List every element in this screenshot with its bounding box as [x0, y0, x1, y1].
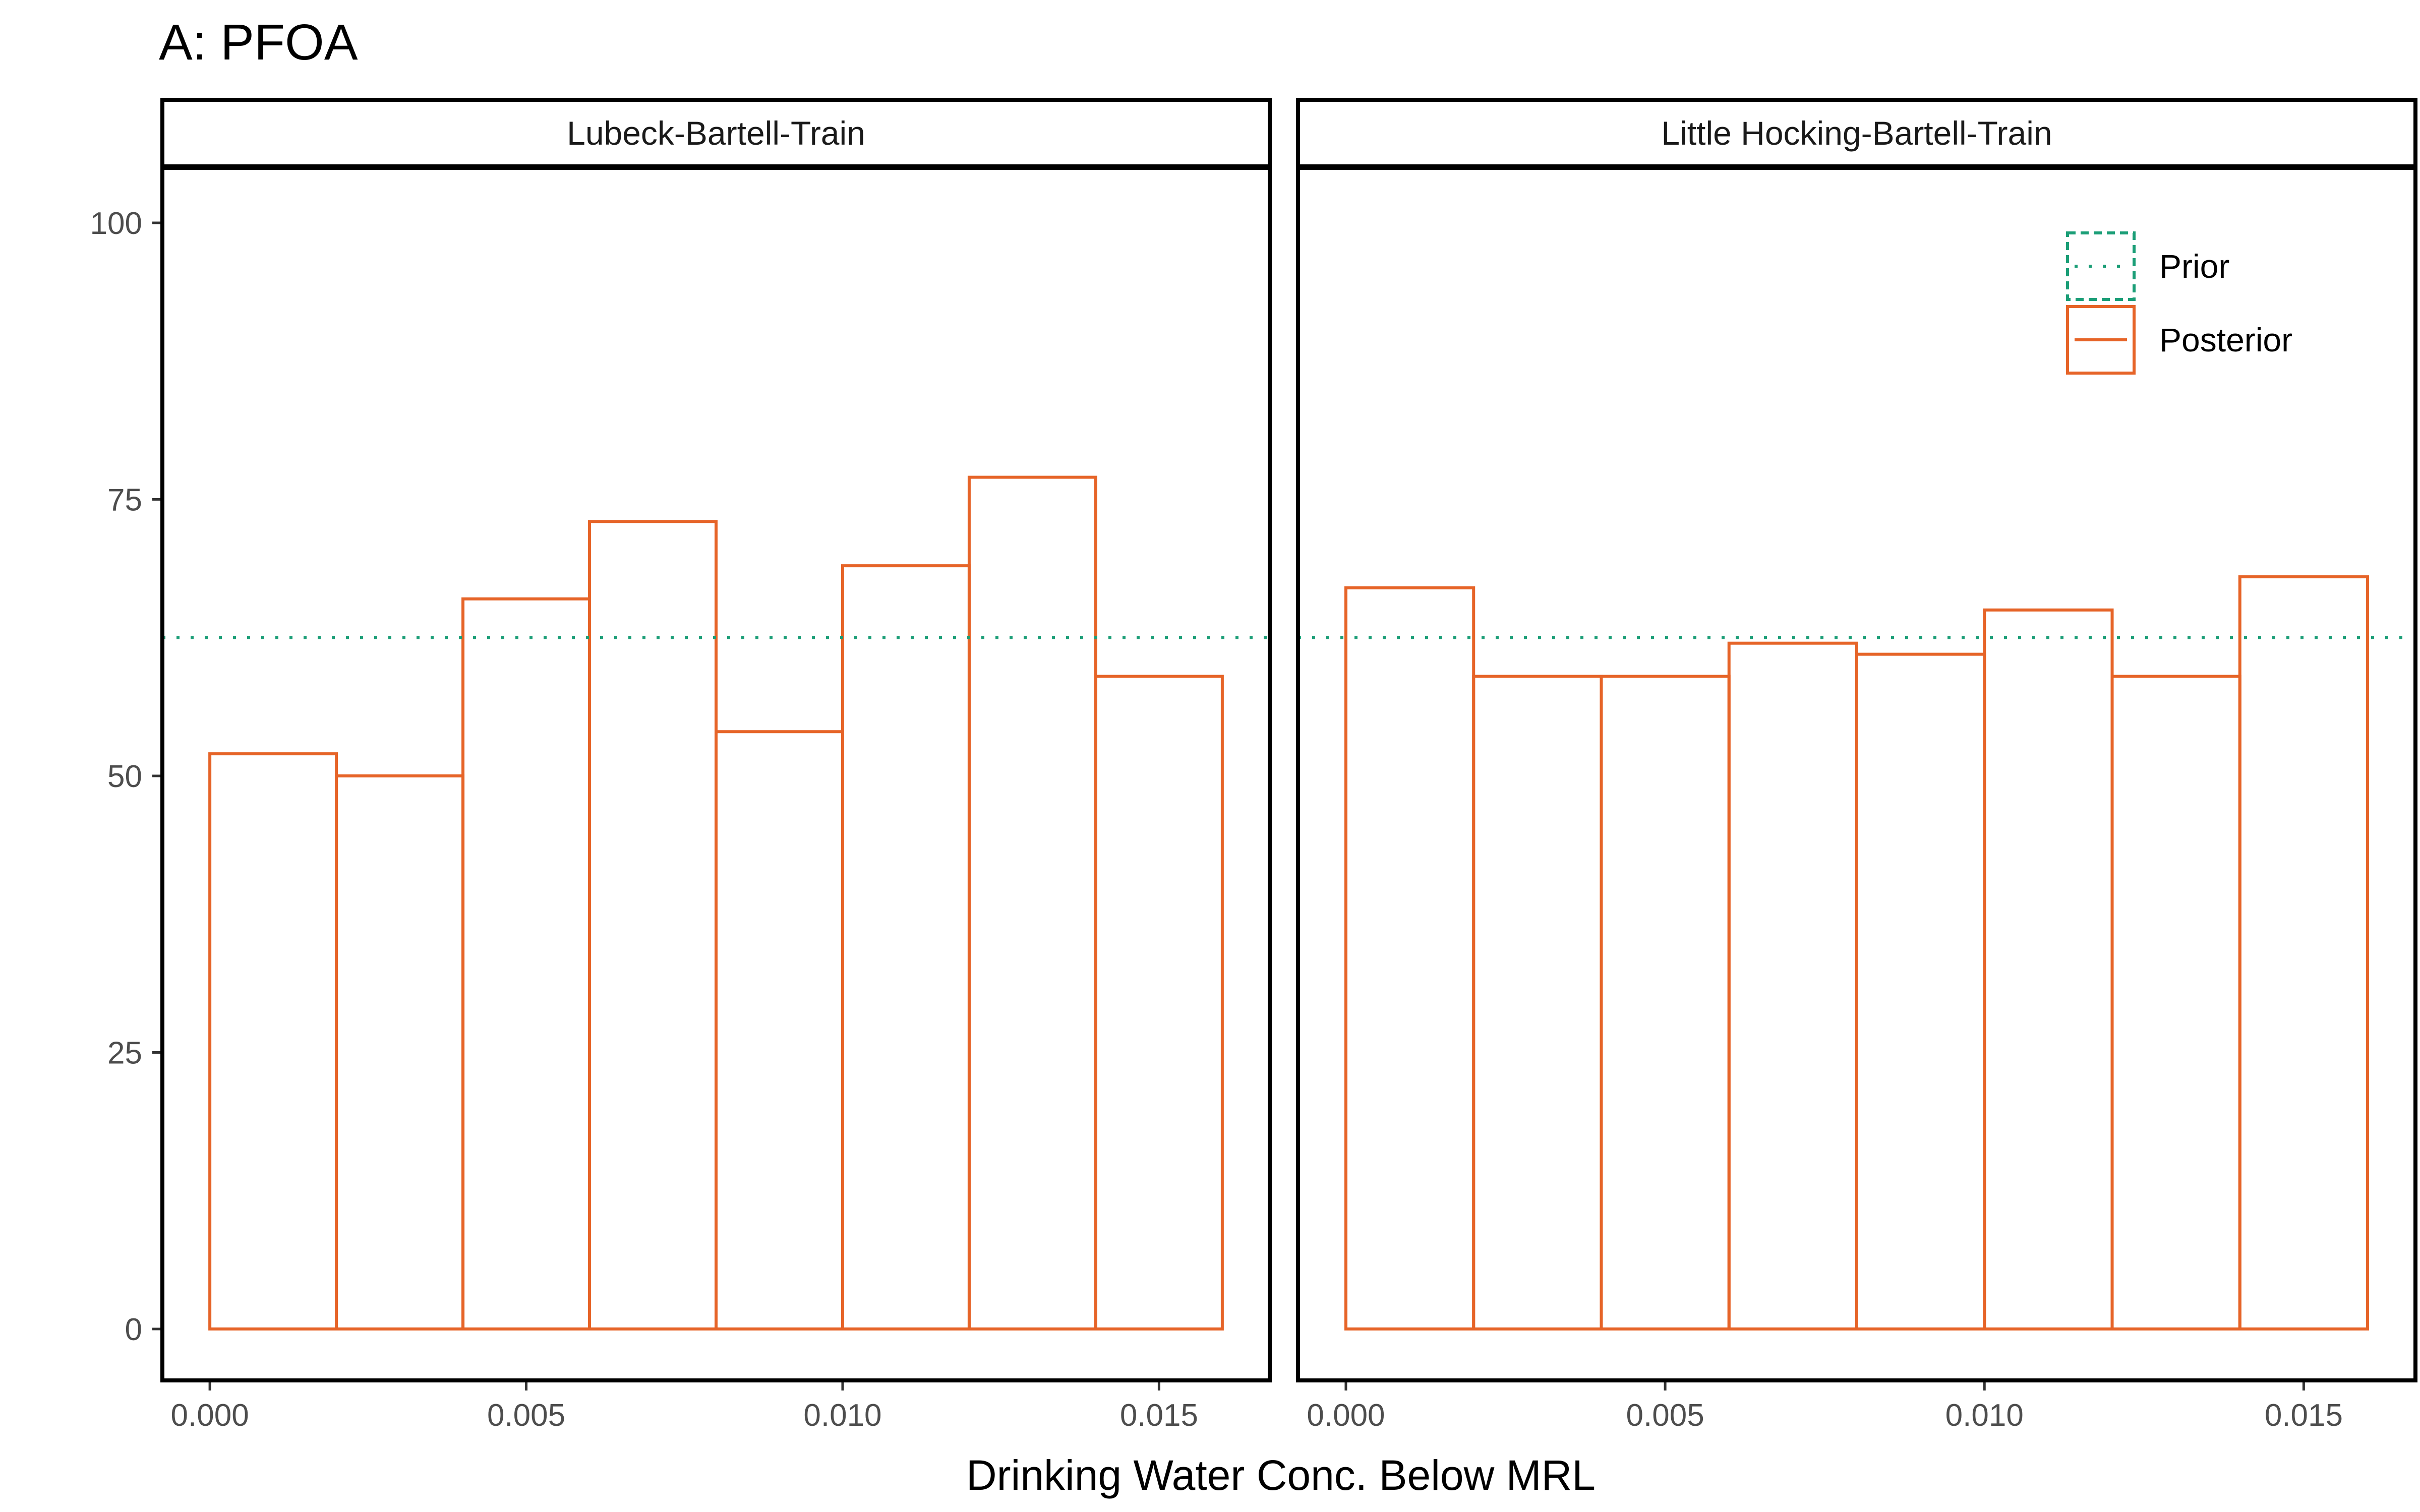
legend-item-prior: Prior [2066, 231, 2229, 301]
panels: Lubeck-Bartell-Train 0.000 0.005 0.010 0.015… [90, 98, 2417, 1433]
panel-border [1296, 166, 2417, 1382]
x-tick-label: 0.005 [487, 1398, 565, 1433]
posterior-bar [1472, 675, 1603, 1330]
posterior-bar [1727, 641, 1859, 1330]
y-tick-label: 100 [90, 206, 142, 241]
posterior-bar [1094, 675, 1224, 1330]
y-tick-label: 50 [107, 759, 142, 794]
posterior-bar [1855, 652, 1986, 1330]
x-tick-label: 0.010 [803, 1398, 881, 1433]
posterior-bar [967, 475, 1097, 1330]
panel-strip-label: Little Hocking-Bartell-Train [1661, 114, 2052, 152]
x-tick-label: 0.015 [2265, 1398, 2343, 1433]
panel-1: Lubeck-Bartell-Train 0.000 0.005 0.010 0.015… [90, 98, 1272, 1433]
posterior-bar [1983, 608, 2114, 1330]
legend-label-posterior: Posterior [2159, 321, 2292, 358]
y-tick-label: 0 [125, 1312, 142, 1347]
panel-strip-label: Lubeck-Bartell-Train [567, 114, 865, 152]
chart-title: A: PFOA [159, 14, 358, 71]
posterior-bar [335, 774, 465, 1330]
posterior-bar [2238, 575, 2370, 1330]
legend-key-prior [2066, 231, 2136, 301]
legend-item-posterior: Posterior [2066, 305, 2292, 375]
x-tick-label: 0.010 [1945, 1398, 2024, 1433]
posterior-bar [588, 520, 718, 1330]
panel-strip [160, 98, 1272, 168]
posterior-bar [461, 597, 592, 1330]
y-tick-label: 75 [107, 483, 142, 518]
legend: Prior Posterior [2066, 231, 2292, 375]
panel-border [160, 166, 1272, 1382]
posterior-bar [2110, 675, 2241, 1330]
x-tick-label: 0.005 [1626, 1398, 1704, 1433]
posterior-bar [1600, 675, 1731, 1330]
posterior-bar [841, 564, 971, 1330]
posterior-bar [208, 752, 338, 1330]
x-tick-label: 0.015 [1120, 1398, 1198, 1433]
legend-label-prior: Prior [2159, 248, 2229, 285]
legend-key-posterior [2066, 305, 2136, 375]
panel-2: Little Hocking-Bartell-Train 0.000 0.005 0.… [1296, 98, 2417, 1433]
x-tick-label: 0.000 [1307, 1398, 1385, 1433]
x-axis-label: Drinking Water Conc. Below MRL [966, 1451, 1596, 1499]
y-tick-label: 25 [107, 1036, 142, 1071]
x-tick-label: 0.000 [171, 1398, 249, 1433]
posterior-bar [715, 730, 844, 1330]
posterior-bar [1344, 586, 1475, 1330]
